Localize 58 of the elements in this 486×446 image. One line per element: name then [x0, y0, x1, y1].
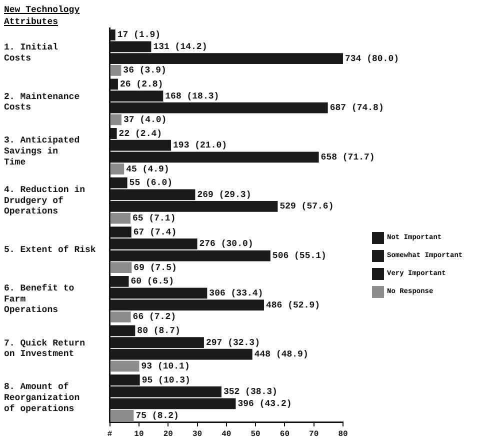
data-label: 66 (7.2)	[132, 312, 176, 322]
y-tick-label: 3. Anticipated Savings in Time	[4, 136, 80, 168]
x-tick-label: 40	[222, 430, 232, 440]
x-tick-label: 10	[134, 430, 144, 440]
bar	[110, 64, 122, 76]
y-tick-label: 1. Initial Costs	[4, 42, 59, 64]
bar	[110, 164, 124, 174]
data-label: 529 (57.6)	[280, 202, 334, 212]
data-label: 45 (4.9)	[126, 164, 170, 174]
data-label: 22 (2.4)	[118, 128, 162, 139]
data-label: 687 (74.8)	[330, 103, 384, 114]
x-tick-label: 20	[163, 430, 174, 440]
y-tick-label: 2. Maintenance Costs	[4, 92, 80, 113]
bar	[110, 311, 131, 322]
data-label: 131 (14.2)	[153, 42, 208, 52]
data-label: 69 (7.5)	[134, 262, 177, 273]
y-tick-label: 7. Quick Return on Investment	[4, 338, 86, 360]
bar	[110, 262, 132, 274]
data-label: 297 (32.3)	[206, 338, 260, 348]
bar	[110, 360, 140, 372]
data-label: 276 (30.0)	[199, 239, 254, 250]
data-label: 37 (4.0)	[123, 114, 167, 125]
y-tick-label: 5. Extent of Risk	[4, 245, 96, 256]
data-label: 734 (80.0)	[345, 54, 400, 64]
data-label: 67 (7.4)	[133, 227, 177, 238]
bar	[110, 114, 122, 126]
data-label: 95 (10.3)	[142, 375, 190, 386]
x-tick-label: 80	[338, 430, 348, 440]
bar	[110, 212, 131, 224]
data-label: 75 (8.2)	[136, 410, 179, 421]
data-label: 486 (52.9)	[266, 300, 320, 310]
data-label: 26 (2.8)	[120, 79, 164, 90]
data-label: 55 (6.0)	[129, 178, 173, 188]
data-label: 306 (33.4)	[209, 288, 264, 298]
data-label: 168 (18.3)	[165, 91, 220, 102]
data-label: 36 (3.9)	[123, 66, 166, 76]
y-tick-label: 6. Benefit to Farm Operations	[4, 284, 74, 316]
data-label: 396 (43.2)	[238, 398, 292, 409]
y-tick-label: 8. Amount of Reorganization of operations	[4, 382, 80, 414]
x-tick-label: 70	[309, 430, 319, 440]
x-tick-label: 60	[280, 430, 290, 440]
data-label: 269 (29.3)	[197, 190, 252, 200]
data-label: 93 (10.1)	[141, 361, 190, 372]
y-tick-label: 4. Reduction in Drudgery of Operations	[4, 185, 86, 217]
data-label: 65 (7.1)	[132, 214, 176, 224]
data-label: 17 (1.9)	[117, 30, 161, 40]
data-label: 193 (21.0)	[173, 140, 228, 151]
x-tick-label: 30	[192, 430, 202, 440]
x-tick-label: 50	[250, 430, 261, 440]
y-axis-title: New Technology Attributes	[4, 4, 80, 28]
data-label: 80 (8.7)	[137, 326, 180, 336]
data-label: 352 (38.3)	[223, 387, 278, 398]
x-tick-label: #	[107, 430, 112, 440]
data-label: 60 (6.5)	[130, 276, 174, 287]
data-label: 448 (48.9)	[254, 350, 308, 360]
data-label: 658 (71.7)	[320, 152, 375, 162]
bar	[110, 410, 134, 421]
data-label: 506 (55.1)	[272, 251, 326, 262]
